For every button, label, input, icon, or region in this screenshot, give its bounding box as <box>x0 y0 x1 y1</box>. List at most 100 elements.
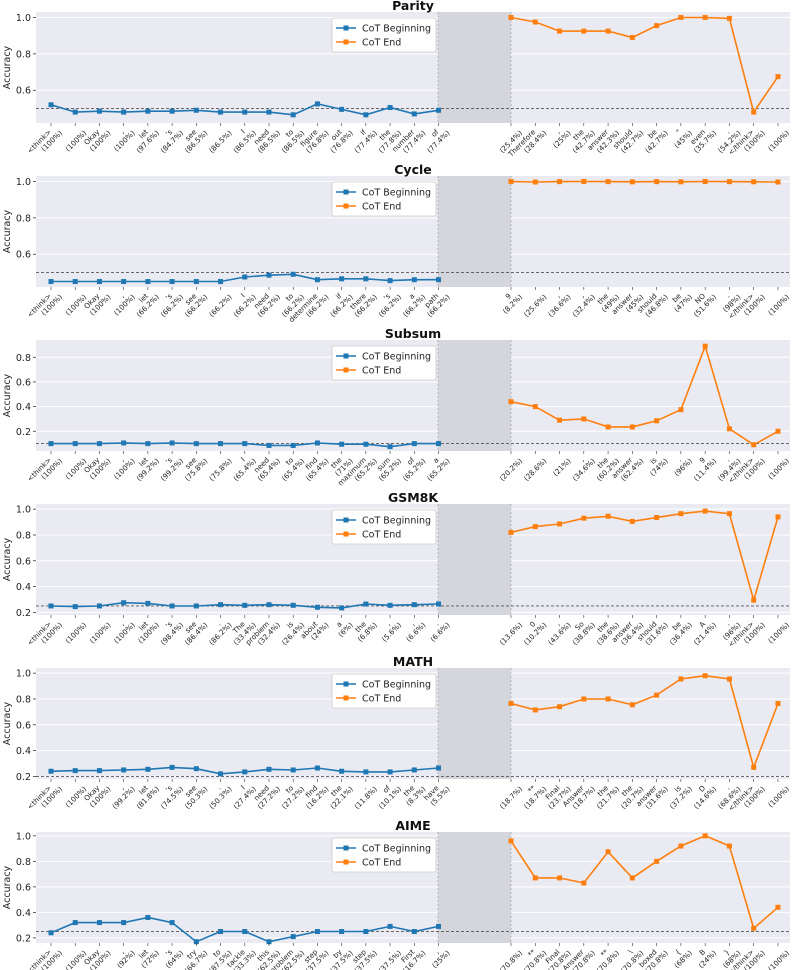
beginning-data-point <box>169 920 175 926</box>
y-tick-label: 0.6 <box>16 720 31 731</box>
beginning-data-point <box>193 939 199 945</box>
beginning-data-point <box>363 601 369 607</box>
x-tick-label: if(77.4%) <box>346 122 379 155</box>
chart-panel-aime: 0.2 0.4 0.6 0.8 1.0 AIME Accuracy <think>(100%)… <box>2 818 791 970</box>
y-tick-label: 0.8 <box>16 857 31 868</box>
x-tick-label: ,(36.6%) <box>540 286 573 319</box>
end-data-point <box>726 15 732 21</box>
x-tick-label: Okay(100%) <box>82 286 113 317</box>
end-series-line <box>510 674 779 770</box>
x-tick-label: (100%) <box>766 128 791 153</box>
legend-label-beginning: CoT Beginning <box>362 352 431 363</box>
x-tick-label: need(66.2%) <box>250 286 283 319</box>
beginning-data-point <box>242 274 248 280</box>
beginning-data-point <box>363 769 369 775</box>
x-tick-label: even(35.7%) <box>686 122 719 155</box>
y-tick-label: 0.6 <box>16 882 31 893</box>
end-data-point <box>605 849 611 855</box>
x-tick-label: the(22.1%) <box>322 778 355 811</box>
end-data-point <box>532 524 538 530</box>
y-tick-label: 1.0 <box>16 831 31 842</box>
beginning-data-point <box>339 276 345 282</box>
beginning-data-point <box>339 106 345 112</box>
y-axis-label: Accuracy <box>2 209 13 253</box>
beginning-data-point <box>314 604 320 610</box>
chart-title: Parity <box>392 0 434 13</box>
end-data-point <box>605 179 611 185</box>
x-tick-label: <think>(100%) <box>25 450 64 489</box>
x-tick-label: ,(99.2%) <box>104 778 137 811</box>
x-tick-label: to(65.4%) <box>274 450 307 483</box>
x-tick-label: is(37.2%) <box>661 778 694 811</box>
x-tick-label: be(42.7%) <box>637 122 670 155</box>
gap-region <box>438 504 511 615</box>
x-tick-label: "(45%) <box>666 122 694 150</box>
beginning-data-point <box>72 279 78 285</box>
end-data-point <box>726 676 732 682</box>
y-tick-label: 0.2 <box>16 427 31 438</box>
end-data-point <box>775 514 781 520</box>
beginning-data-point <box>339 605 345 611</box>
end-data-point <box>654 858 660 864</box>
beginning-data-point <box>387 105 393 111</box>
end-data-point <box>557 704 563 710</box>
beginning-data-point <box>290 442 296 448</box>
beginning-data-point <box>72 768 78 774</box>
beginning-data-point <box>72 109 78 115</box>
legend-box <box>331 673 437 709</box>
end-data-point <box>702 343 708 349</box>
end-data-point <box>629 179 635 185</box>
beginning-data-point <box>411 277 417 283</box>
legend-label-beginning: CoT Beginning <box>362 516 431 527</box>
x-tick-label: see(75.8%) <box>177 450 210 483</box>
end-data-point <box>557 179 563 185</box>
beginning-data-point <box>48 603 54 609</box>
x-tick-label: see(86.4%) <box>177 614 210 647</box>
beginning-data-point <box>121 279 127 285</box>
beginning-data-point <box>363 276 369 282</box>
x-tick-label: ,(32.4%) <box>564 286 597 319</box>
legend-box <box>331 509 437 545</box>
end-data-point <box>654 515 660 521</box>
x-tick-label: D(14.6%) <box>686 778 719 811</box>
chart-panel-parity: 0.6 0.8 1.0 Parity Accuracy <think>(100%) (100… <box>2 0 791 159</box>
end-data-point <box>751 109 757 115</box>
end-data-point <box>557 521 563 527</box>
legend-label-beginning: CoT Beginning <box>362 24 431 35</box>
end-data-point <box>508 838 514 844</box>
end-series-line <box>510 343 779 446</box>
legend-marker-end <box>343 203 349 209</box>
beginning-data-point <box>96 920 102 926</box>
beginning-data-point <box>339 768 345 774</box>
x-tick-label: 0(10.2%) <box>516 614 549 647</box>
beginning-data-point <box>96 279 102 285</box>
x-tick-label: should(46.8%) <box>635 286 669 320</box>
end-data-point <box>654 418 660 424</box>
x-tick-label: 's(99.2%) <box>153 450 186 483</box>
x-tick-label: of(65.2%) <box>395 450 428 483</box>
end-data-point <box>629 424 635 430</box>
y-tick-label: 1.0 <box>16 13 31 24</box>
y-tick-label: 0.4 <box>16 908 31 919</box>
beginning-data-point <box>290 602 296 608</box>
y-tick-label: 0.8 <box>16 213 31 224</box>
y-tick-label: 0.8 <box>16 694 31 705</box>
end-data-point <box>581 696 587 702</box>
end-data-point <box>508 14 514 20</box>
beginning-data-point <box>145 600 151 606</box>
legend-label-end: CoT End <box>362 38 401 49</box>
end-data-point <box>775 700 781 706</box>
x-tick-label: ,(25%) <box>545 122 573 150</box>
beginning-data-point <box>363 441 369 447</box>
x-tick-label: sum(65.2%) <box>371 450 404 483</box>
x-tick-label: find(65.4%) <box>298 450 331 483</box>
legend-marker-beginning <box>343 517 349 523</box>
beginning-data-point <box>411 767 417 773</box>
y-axis-label: Accuracy <box>2 45 13 89</box>
x-tick-label: let(97.6%) <box>128 122 161 155</box>
beginning-data-point <box>339 441 345 447</box>
x-tick-label: So(38.8%) <box>564 614 597 647</box>
end-data-point <box>508 178 514 184</box>
end-data-point <box>581 416 587 422</box>
